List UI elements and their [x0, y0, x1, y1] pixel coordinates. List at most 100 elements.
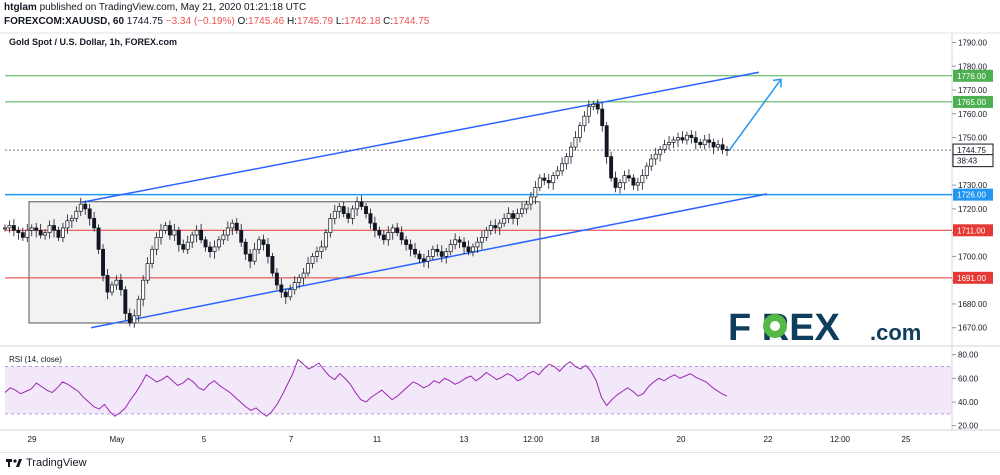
- last-price: 1744.75: [126, 16, 163, 27]
- candle-body: [582, 115, 587, 127]
- channel-upper-line[interactable]: [81, 71, 760, 203]
- candle-body: [684, 134, 689, 141]
- candle-body: [176, 229, 181, 245]
- candle-body: [248, 253, 253, 262]
- y-tick-label: 1760.00: [958, 110, 987, 119]
- candle-body: [471, 246, 475, 253]
- open-value: 1745.46: [248, 16, 285, 27]
- candle-body: [577, 125, 582, 138]
- candle-body: [101, 248, 105, 276]
- rsi-tick-label: 40.00: [958, 398, 979, 407]
- candle-body: [266, 244, 270, 257]
- candle-body: [234, 222, 239, 231]
- candle-body: [488, 225, 493, 231]
- candle-body: [390, 227, 395, 234]
- price-tag: [953, 69, 993, 82]
- candle-body: [479, 237, 484, 243]
- candle-body: [20, 232, 25, 238]
- tradingview-brand-text: TradingView: [26, 457, 87, 469]
- tradingview-brand[interactable]: TradingView: [6, 457, 87, 469]
- x-tick-label: 7: [289, 435, 294, 444]
- consolidation-box[interactable]: [28, 201, 541, 324]
- candle-body: [395, 227, 400, 234]
- low-value: 1742.18: [344, 16, 381, 27]
- x-tick-label: 13: [460, 435, 469, 444]
- price-tag-label: 1776.00: [957, 72, 986, 81]
- candle-body: [475, 241, 480, 248]
- forex-logo-o-inner: [770, 321, 780, 331]
- candle-body: [355, 201, 360, 210]
- candle-body: [230, 222, 235, 229]
- candle-body: [702, 139, 707, 146]
- y-tick-label: 1670.00: [958, 324, 987, 333]
- candle-body: [377, 229, 382, 236]
- low-label: L:: [335, 16, 345, 27]
- candle-body: [87, 208, 92, 219]
- candle-body: [159, 229, 163, 238]
- candle-body: [555, 170, 560, 176]
- candle-body: [368, 213, 373, 224]
- candle-body: [163, 225, 168, 231]
- candle-body: [3, 227, 7, 230]
- candle-body: [11, 225, 16, 231]
- candle-body: [609, 156, 614, 179]
- publish-line: htglam published on TradingView.com, May…: [4, 2, 306, 13]
- candle-body: [257, 239, 261, 250]
- symbol-label: FOREXCOM:XAUUSD, 60: [4, 16, 125, 27]
- candle-body: [78, 203, 83, 212]
- price-chart[interactable]: Gold Spot / U.S. Dollar, 1h, FOREX.com 17…: [0, 0, 1000, 452]
- high-label: H:: [286, 16, 297, 27]
- price-change: −3.34 (−0.19%): [165, 16, 235, 27]
- candle-body: [408, 244, 413, 250]
- candle-body: [622, 175, 627, 184]
- projection-arrow[interactable]: [728, 78, 782, 152]
- chart-title: Gold Spot / U.S. Dollar, 1h, FOREX.com: [9, 37, 177, 47]
- candle-body: [542, 177, 547, 181]
- candle-body: [7, 225, 12, 229]
- candle-body: [506, 213, 511, 219]
- y-tick-label: 1700.00: [958, 252, 987, 261]
- candle-body: [671, 139, 676, 143]
- candle-body: [47, 225, 52, 234]
- candle-body: [141, 279, 146, 300]
- candle-body: [640, 175, 645, 184]
- candle-body: [359, 201, 364, 207]
- x-tick-label: May: [109, 435, 124, 444]
- candle-body: [132, 315, 137, 324]
- candle-body: [172, 229, 177, 236]
- candle-body: [274, 272, 279, 286]
- candle-body: [29, 227, 34, 231]
- candle-body: [591, 103, 596, 108]
- candle-body: [689, 134, 694, 138]
- x-tick-label: 18: [591, 435, 600, 444]
- candle-body: [546, 180, 551, 184]
- candle-body: [341, 206, 346, 214]
- candle-body: [417, 253, 422, 260]
- candle-body: [372, 222, 377, 231]
- candle-body: [52, 225, 56, 231]
- candle-body: [332, 210, 337, 219]
- candle-body: [190, 234, 195, 243]
- published-text: published on TradingView.com, May 21, 20…: [39, 2, 307, 13]
- price-tag-label: 1765.00: [957, 98, 986, 107]
- candle-body: [716, 144, 721, 148]
- candle-body: [502, 218, 507, 224]
- candle-body: [693, 137, 698, 143]
- close-value: 1744.75: [393, 16, 430, 27]
- candle-body: [711, 141, 716, 148]
- candle-body: [430, 248, 435, 257]
- y-tick-label: 1790.00: [958, 39, 987, 48]
- candle-body: [627, 175, 631, 179]
- candle-body: [56, 229, 61, 238]
- candle-body: [413, 248, 417, 255]
- author-name[interactable]: htglam: [4, 2, 37, 13]
- candle-body: [528, 196, 533, 205]
- candle-body: [350, 208, 355, 219]
- price-tag: [953, 224, 993, 237]
- candle-body: [194, 229, 199, 236]
- candle-body: [680, 137, 685, 141]
- x-tick-label: 12:00: [523, 435, 544, 444]
- candle-body: [123, 289, 128, 314]
- candle-body: [292, 282, 297, 291]
- candle-body: [573, 137, 578, 148]
